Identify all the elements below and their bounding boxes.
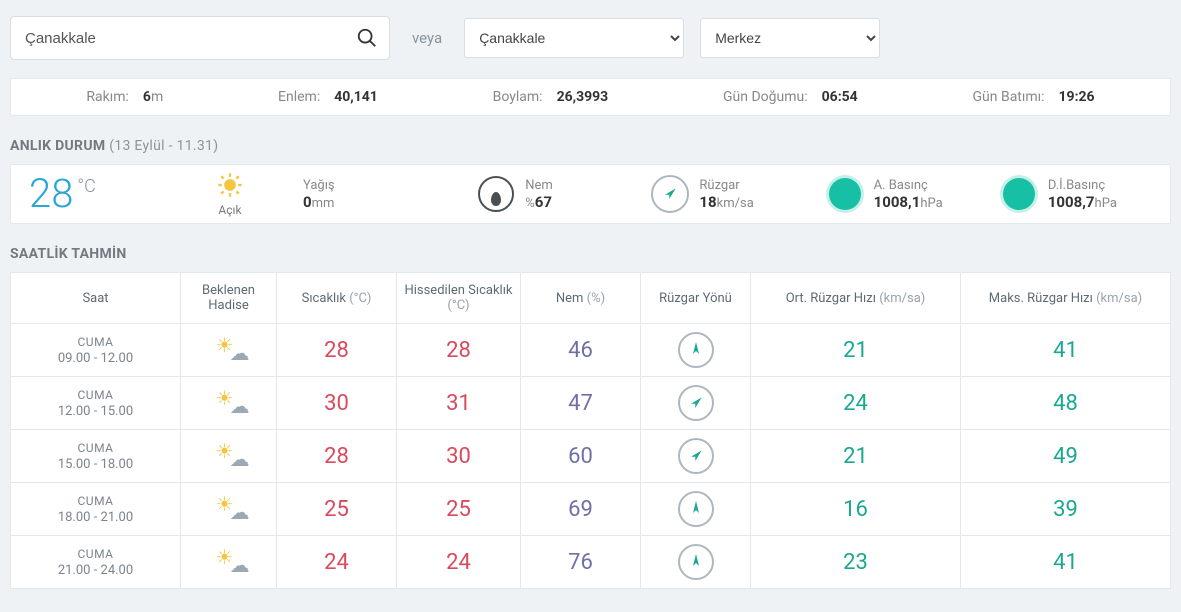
sun-partial-icon: ☀☁ [208, 386, 250, 416]
th-nem: Nem (%) [521, 273, 641, 324]
cell-feels: 24 [397, 536, 521, 589]
th-saat: Saat [11, 273, 181, 324]
cell-wind-dir [641, 324, 751, 377]
table-row: CUMA18.00 - 21.00☀☁2525691639 [11, 483, 1171, 536]
geo-info-bar: Rakım: 6m Enlem: 40,141 Boylam: 26,3993 … [10, 78, 1171, 116]
sun-partial-icon: ☀☁ [208, 333, 250, 363]
cell-wind-avg: 21 [751, 324, 961, 377]
cell-wind-avg: 16 [751, 483, 961, 536]
hourly-header-row: Saat Beklenen Hadise Sıcaklık (°C) Hisse… [11, 273, 1171, 324]
hourly-title: SAATLİK TAHMİN [0, 238, 1181, 272]
pressure-icon [1000, 175, 1038, 213]
search-icon[interactable] [356, 27, 378, 49]
wind-direction-icon [678, 385, 714, 421]
cell-condition-icon: ☀☁ [181, 430, 277, 483]
cell-wind-max: 39 [961, 483, 1171, 536]
current-conditions: 28°C Açık Yağış 0mm Nem %67 [10, 164, 1171, 224]
wind-direction-icon [678, 544, 714, 580]
cell-humidity: 47 [521, 377, 641, 430]
cell-wind-avg: 24 [751, 377, 961, 430]
cell-humidity: 76 [521, 536, 641, 589]
current-precip: Yağış 0mm [295, 174, 469, 215]
table-row: CUMA15.00 - 18.00 ☀☁ 283060 2149 [11, 430, 1171, 483]
cell-feels: 31 [397, 377, 521, 430]
table-row: CUMA09.00 - 12.00☀☁2828462141 [11, 324, 1171, 377]
cell-condition-icon: ☀☁ [181, 324, 277, 377]
current-condition: Açık [165, 171, 295, 217]
sun-icon [165, 171, 295, 203]
cell-wind-dir [641, 377, 751, 430]
cell-temp: 28 [277, 430, 397, 483]
geo-longitude: Boylam: 26,3993 [493, 89, 609, 105]
th-maks-ruzgar: Maks. Rüzgar Hızı (km/sa) [961, 273, 1171, 324]
humidity-icon [477, 175, 515, 213]
current-humidity: Nem %67 [469, 171, 643, 217]
cell-humidity: 46 [521, 324, 641, 377]
cell-temp: 28 [277, 324, 397, 377]
geo-latitude: Enlem: 40,141 [278, 89, 378, 105]
search-bar: veya Çanakkale Merkez [0, 0, 1181, 70]
wind-direction-icon [651, 175, 689, 213]
cell-humidity: 69 [521, 483, 641, 536]
th-hissedilen: Hissedilen Sıcaklık (°C) [397, 273, 521, 324]
cell-time: CUMA18.00 - 21.00 [11, 483, 181, 536]
sun-partial-icon: ☀☁ [208, 439, 250, 469]
th-ruzgar-yonu: Rüzgar Yönü [641, 273, 751, 324]
cell-temp: 25 [277, 483, 397, 536]
cell-wind-dir [641, 483, 751, 536]
sun-partial-icon: ☀☁ [208, 545, 250, 575]
cell-condition-icon: ☀☁ [181, 377, 277, 430]
cell-condition-icon: ☀☁ [181, 483, 277, 536]
cell-wind-max: 48 [961, 377, 1171, 430]
wind-direction-icon [678, 332, 714, 368]
th-sicaklik: Sıcaklık (°C) [277, 273, 397, 324]
current-wind: Rüzgar 18km/sa [643, 171, 817, 217]
cell-wind-max: 41 [961, 324, 1171, 377]
wind-direction-icon [678, 491, 714, 527]
cell-time: CUMA12.00 - 15.00 [11, 377, 181, 430]
cell-feels: 28 [397, 324, 521, 377]
current-temperature: 28°C [15, 174, 165, 214]
geo-sunset: Gün Batımı: 19:26 [973, 89, 1095, 105]
cell-wind-avg: 21 [751, 430, 961, 483]
current-pressure-a: A. Basınç 1008,1hPa [818, 171, 992, 217]
wind-direction-icon [678, 438, 714, 474]
province-select[interactable]: Çanakkale [464, 18, 684, 58]
cell-wind-avg: 23 [751, 536, 961, 589]
th-hadise: Beklenen Hadise [181, 273, 277, 324]
cell-wind-max: 49 [961, 430, 1171, 483]
cell-time: CUMA09.00 - 12.00 [11, 324, 181, 377]
geo-sunrise: Gün Doğumu: 06:54 [723, 89, 858, 105]
cell-humidity: 60 [521, 430, 641, 483]
cell-condition-icon: ☀☁ [181, 536, 277, 589]
current-title: ANLIK DURUM (13 Eylül - 11.31) [0, 130, 1181, 164]
current-condition-text: Açık [165, 203, 295, 217]
cell-wind-dir [641, 536, 751, 589]
table-row: CUMA12.00 - 15.00 ☀☁ 303147 2448 [11, 377, 1171, 430]
search-wrap [10, 16, 390, 60]
cell-temp: 30 [277, 377, 397, 430]
cell-feels: 30 [397, 430, 521, 483]
cell-time: CUMA21.00 - 24.00 [11, 536, 181, 589]
cell-temp: 24 [277, 536, 397, 589]
th-ort-ruzgar: Ort. Rüzgar Hızı (km/sa) [751, 273, 961, 324]
cell-wind-dir [641, 430, 751, 483]
geo-altitude: Rakım: 6m [86, 89, 163, 105]
table-row: CUMA21.00 - 24.00☀☁2424762341 [11, 536, 1171, 589]
current-pressure-d: D.İ.Basınç 1008,7hPa [992, 171, 1166, 217]
location-search-input[interactable] [10, 16, 390, 60]
cell-feels: 25 [397, 483, 521, 536]
or-label: veya [406, 29, 448, 47]
sun-partial-icon: ☀☁ [208, 492, 250, 522]
hourly-forecast-table: Saat Beklenen Hadise Sıcaklık (°C) Hisse… [10, 272, 1171, 589]
cell-time: CUMA15.00 - 18.00 [11, 430, 181, 483]
cell-wind-max: 41 [961, 536, 1171, 589]
pressure-icon [826, 175, 864, 213]
district-select[interactable]: Merkez [700, 18, 880, 58]
